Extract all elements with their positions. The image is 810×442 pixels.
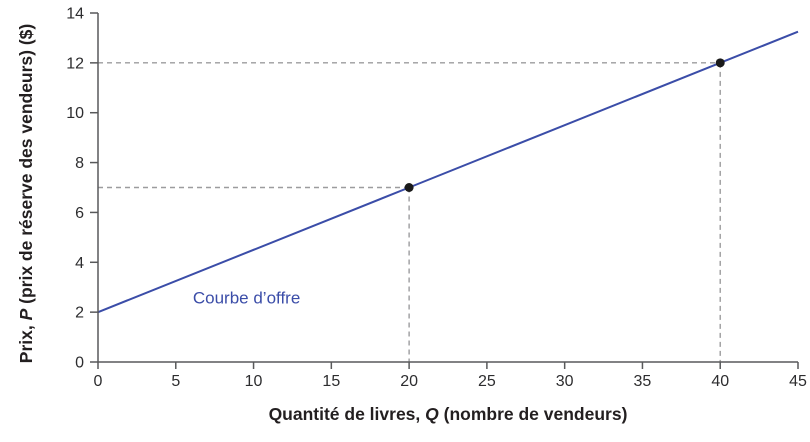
x-tick-label: 30 [556,373,574,390]
x-tick-label: 5 [171,373,180,390]
axes-group [90,12,799,369]
x-tick-label: 15 [322,373,340,390]
axis-lines [97,13,798,363]
y-tick-label: 4 [75,255,84,272]
supply-curve-label: Courbe d’offre [193,288,300,307]
supply-line [97,30,799,314]
x-tick-label: 25 [478,373,496,390]
x-tick-label: 45 [789,373,807,390]
y-tick-label: 10 [66,105,84,122]
x-axis-label: Quantité de livres, Q (nombre de vendeur… [269,404,628,424]
dashed-guides-group [98,62,721,362]
y-tick-label: 0 [75,355,84,372]
y-tick-label: 2 [75,305,84,322]
y-tick-label: 12 [66,55,84,72]
data-point-20-7 [404,183,414,192]
y-tick-label: 8 [75,155,84,172]
labels-group: 0 2 4 6 8 10 12 14 0 5 10 15 20 25 30 35 40 45 Courbe d’of… [16,6,807,425]
data-point-40-12 [715,58,725,68]
y-tick-label: 6 [75,205,84,222]
x-tick-label: 40 [711,373,729,390]
supply-line-group [97,30,799,314]
x-tick-label: 35 [634,373,652,390]
x-tick-label: 20 [400,373,418,390]
x-tick-label: 0 [94,373,103,390]
y-axis-label: Prix, P (prix de réserve des vendeurs) (… [16,24,36,363]
y-tick-label: 14 [66,6,84,23]
x-tick-label: 10 [245,373,263,390]
data-points-group [404,58,725,192]
